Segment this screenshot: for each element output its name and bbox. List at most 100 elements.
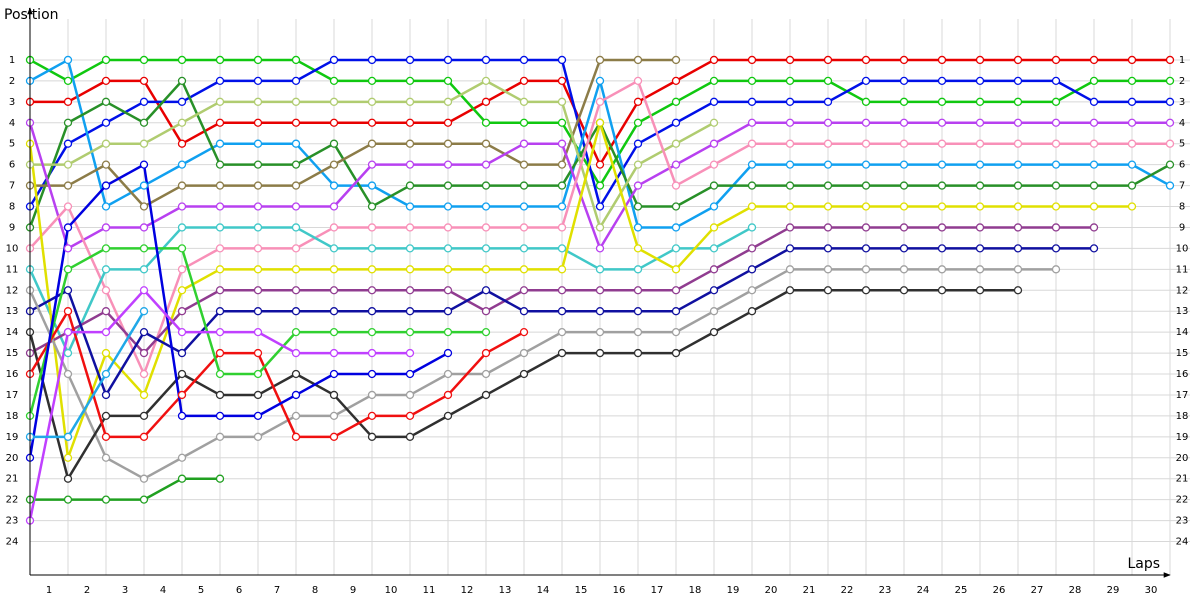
lap-marker <box>329 348 339 358</box>
lap-marker <box>291 327 301 337</box>
lap-marker <box>139 202 149 211</box>
lap-marker <box>671 307 681 316</box>
y-tick-label-right: 13 <box>1176 306 1189 317</box>
lap-marker <box>367 369 377 379</box>
lap-marker <box>861 97 871 106</box>
lap-marker <box>1013 286 1023 295</box>
y-tick-label-right: 4 <box>1179 118 1185 129</box>
lap-marker <box>1013 97 1023 106</box>
lap-marker <box>785 181 795 190</box>
series-line <box>28 309 525 439</box>
lap-marker <box>367 411 377 421</box>
lap-marker <box>367 55 377 65</box>
lap-marker <box>1127 97 1137 106</box>
x-tick-label: 6 <box>236 585 242 596</box>
lap-marker <box>709 97 719 106</box>
lap-marker <box>405 55 415 65</box>
x-tick-label: 5 <box>198 585 204 596</box>
lap-marker <box>709 55 719 65</box>
lap-marker <box>101 244 111 253</box>
lap-marker <box>291 202 301 211</box>
lap-marker <box>1013 265 1023 274</box>
lap-marker <box>367 348 377 358</box>
lap-marker <box>1089 181 1099 190</box>
lap-marker <box>253 286 263 295</box>
lap-marker <box>633 244 643 253</box>
lap-marker <box>557 139 567 148</box>
lap-marker <box>481 160 491 169</box>
lap-marker <box>747 244 757 253</box>
lap-marker <box>291 181 301 190</box>
lap-marker <box>519 223 529 232</box>
y-tick-label-right: 24 <box>1176 537 1189 548</box>
lap-marker <box>177 369 187 379</box>
y-tick-label: 19 <box>6 432 19 443</box>
lap-marker <box>405 348 415 358</box>
lap-marker <box>101 411 111 421</box>
lap-marker <box>1051 223 1061 232</box>
lap-marker <box>481 223 491 232</box>
y-tick-label: 22 <box>6 495 19 506</box>
lap-marker <box>557 223 567 232</box>
lap-marker <box>367 97 377 106</box>
lap-marker <box>1165 139 1175 148</box>
lap-marker <box>709 327 719 337</box>
lap-marker <box>519 139 529 148</box>
lap-marker <box>215 474 225 483</box>
lap-marker <box>367 76 377 86</box>
lap-marker <box>1089 55 1099 65</box>
lap-marker <box>215 411 225 421</box>
lap-marker <box>709 76 719 86</box>
lap-marker <box>443 348 453 358</box>
y-axis-title: Position <box>4 7 59 23</box>
lap-marker <box>291 76 301 86</box>
x-tick-label: 2 <box>84 585 90 596</box>
lap-marker <box>1013 181 1023 190</box>
lap-marker <box>443 307 453 316</box>
y-tick-label: 14 <box>6 327 19 338</box>
lap-marker <box>1089 223 1099 232</box>
x-axis-title: Laps <box>1127 556 1160 572</box>
lap-marker <box>481 181 491 190</box>
lap-marker <box>405 369 415 379</box>
lap-marker <box>937 265 947 274</box>
lap-marker <box>899 202 909 211</box>
lap-marker <box>519 97 529 106</box>
y-tick-label: 23 <box>6 516 19 527</box>
lap-marker <box>1051 55 1061 65</box>
lap-marker <box>215 307 225 316</box>
lap-marker <box>443 202 453 211</box>
lap-marker <box>671 265 681 274</box>
lap-marker <box>177 160 187 169</box>
lap-marker <box>139 369 149 379</box>
lap-marker <box>253 181 263 190</box>
lap-marker <box>785 160 795 169</box>
lap-marker <box>101 223 111 232</box>
lap-marker <box>63 369 73 379</box>
lap-marker <box>1165 76 1175 86</box>
lap-marker <box>101 432 111 441</box>
lap-marker <box>443 411 453 421</box>
lap-marker <box>215 286 225 295</box>
lap-marker <box>101 327 111 337</box>
lap-marker <box>481 390 491 400</box>
lap-marker <box>899 55 909 65</box>
lap-marker <box>215 76 225 86</box>
lap-marker <box>329 327 339 337</box>
lap-marker <box>405 160 415 169</box>
lap-marker <box>671 286 681 295</box>
lap-marker <box>519 369 529 379</box>
lap-marker <box>215 327 225 337</box>
y-tick-label-right: 1 <box>1179 55 1185 66</box>
lap-marker <box>253 55 263 65</box>
lap-marker <box>329 139 339 148</box>
lap-marker <box>215 244 225 253</box>
lap-marker <box>1089 97 1099 106</box>
lap-marker <box>443 118 453 127</box>
lap-marker <box>101 390 111 400</box>
lap-marker <box>975 118 985 127</box>
lap-marker <box>443 223 453 232</box>
lap-marker <box>1051 202 1061 211</box>
lap-marker <box>253 76 263 86</box>
lap-marker <box>823 202 833 211</box>
